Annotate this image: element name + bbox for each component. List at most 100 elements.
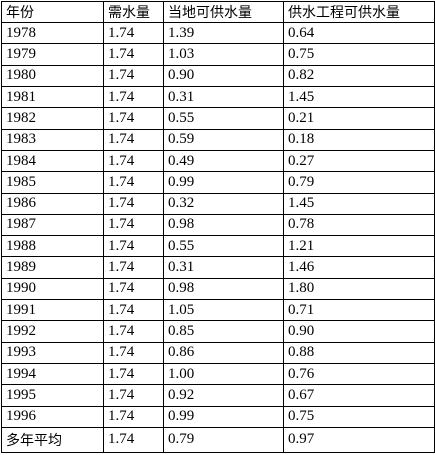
table-cell: 0.31 xyxy=(163,256,284,279)
table-row: 1987 1.74 0.98 0.78 xyxy=(1,213,435,237)
table-head: 年份 需水量 当地可供水量 供水工程可供水量 xyxy=(1,1,435,23)
table-cell: 1.74 xyxy=(103,341,164,365)
table-cell: 0.75 xyxy=(283,405,435,428)
header-cell: 当地可供水量 xyxy=(163,1,284,23)
table-cell: 0.98 xyxy=(163,213,284,237)
table-cell: 1.74 xyxy=(103,405,164,428)
table-cell: 1.05 xyxy=(163,299,284,322)
table-cell: 1.45 xyxy=(283,192,435,215)
table-cell: 1983 xyxy=(1,128,104,151)
table-cell: 多年平均 xyxy=(1,426,104,454)
table-cell: 1.03 xyxy=(163,43,284,66)
table-cell: 0.75 xyxy=(283,43,435,66)
table-cell: 1978 xyxy=(1,21,104,45)
table-row: 1990 1.74 0.98 1.80 xyxy=(1,277,435,301)
table-cell: 0.79 xyxy=(283,171,435,194)
table-cell: 0.78 xyxy=(283,213,435,237)
table-cell: 0.31 xyxy=(163,85,284,109)
table-cell: 1980 xyxy=(1,64,104,87)
table-cell: 0.67 xyxy=(283,384,435,407)
table-cell: 1989 xyxy=(1,256,104,279)
table-cell: 0.55 xyxy=(163,235,284,258)
table-cell: 0.98 xyxy=(163,277,284,301)
table-cell: 0.88 xyxy=(283,341,435,365)
table-cell: 0.82 xyxy=(283,64,435,87)
table-cell: 0.21 xyxy=(283,107,435,130)
table-row: 1994 1.74 1.00 0.76 xyxy=(1,362,435,386)
table-cell: 0.99 xyxy=(163,405,284,428)
table-cell: 1994 xyxy=(1,362,104,386)
table-cell: 0.18 xyxy=(283,128,435,151)
table-cell: 1.74 xyxy=(103,320,164,343)
table-cell: 0.90 xyxy=(283,320,435,343)
table-cell: 1986 xyxy=(1,192,104,215)
table-cell: 1982 xyxy=(1,107,104,130)
table-row: 1996 1.74 0.99 0.75 xyxy=(1,405,435,428)
table-row: 1982 1.74 0.55 0.21 xyxy=(1,107,435,130)
table-cell: 1987 xyxy=(1,213,104,237)
table-cell: 1.45 xyxy=(283,85,435,109)
table-cell: 1995 xyxy=(1,384,104,407)
table-cell: 1.74 xyxy=(103,235,164,258)
table-cell: 0.86 xyxy=(163,341,284,365)
table-cell: 0.64 xyxy=(283,21,435,45)
table-row: 1979 1.74 1.03 0.75 xyxy=(1,43,435,66)
table-row: 1983 1.74 0.59 0.18 xyxy=(1,128,435,151)
table-cell: 0.55 xyxy=(163,107,284,130)
table-cell: 0.32 xyxy=(163,192,284,215)
table-cell: 1.74 xyxy=(103,299,164,322)
table-cell: 1.74 xyxy=(103,64,164,87)
table-cell: 1984 xyxy=(1,149,104,173)
table-cell: 1979 xyxy=(1,43,104,66)
table-cell: 0.49 xyxy=(163,149,284,173)
table-cell: 1.74 xyxy=(103,128,164,151)
table-row: 1992 1.74 0.85 0.90 xyxy=(1,320,435,343)
table-cell: 1992 xyxy=(1,320,104,343)
header-row: 年份 需水量 当地可供水量 供水工程可供水量 xyxy=(1,1,435,23)
table-cell: 1996 xyxy=(1,405,104,428)
table-cell: 1.74 xyxy=(103,192,164,215)
table-cell: 1.74 xyxy=(103,213,164,237)
table-cell: 1.74 xyxy=(103,107,164,130)
table-row: 1988 1.74 0.55 1.21 xyxy=(1,235,435,258)
table-row: 1993 1.74 0.86 0.88 xyxy=(1,341,435,365)
table-cell: 1.80 xyxy=(283,277,435,301)
table-cell: 1.74 xyxy=(103,149,164,173)
table-cell: 0.71 xyxy=(283,299,435,322)
table-cell: 1.46 xyxy=(283,256,435,279)
header-cell: 需水量 xyxy=(103,1,164,23)
table-cell: 1.74 xyxy=(103,43,164,66)
table-row: 1978 1.74 1.39 0.64 xyxy=(1,21,435,45)
table-row: 1991 1.74 1.05 0.71 xyxy=(1,299,435,322)
table-row: 1981 1.74 0.31 1.45 xyxy=(1,85,435,109)
table-cell: 1.74 xyxy=(103,256,164,279)
table-body: 1978 1.74 1.39 0.64 1979 1.74 1.03 0.75 1980 1.74… xyxy=(1,21,435,454)
table-cell: 1.74 xyxy=(103,171,164,194)
table-row: 1995 1.74 0.92 0.67 xyxy=(1,384,435,407)
table-cell: 0.92 xyxy=(163,384,284,407)
table-cell: 0.85 xyxy=(163,320,284,343)
header-cell: 年份 xyxy=(1,1,104,23)
table-cell: 1985 xyxy=(1,171,104,194)
table-cell: 1981 xyxy=(1,85,104,109)
table-row: 1989 1.74 0.31 1.46 xyxy=(1,256,435,279)
table-cell: 1.74 xyxy=(103,21,164,45)
table-row: 1980 1.74 0.90 0.82 xyxy=(1,64,435,87)
table-cell: 1.74 xyxy=(103,384,164,407)
table-cell: 1988 xyxy=(1,235,104,258)
table-cell: 0.27 xyxy=(283,149,435,173)
table-cell: 1990 xyxy=(1,277,104,301)
table-cell: 1.00 xyxy=(163,362,284,386)
table-cell: 1.74 xyxy=(103,85,164,109)
table-cell: 0.79 xyxy=(163,426,284,454)
table-cell: 0.99 xyxy=(163,171,284,194)
table-cell: 0.97 xyxy=(283,426,435,454)
table-cell: 0.59 xyxy=(163,128,284,151)
table-cell: 1.74 xyxy=(103,362,164,386)
table-cell: 0.90 xyxy=(163,64,284,87)
table-row: 1985 1.74 0.99 0.79 xyxy=(1,171,435,194)
table-cell: 0.76 xyxy=(283,362,435,386)
table-cell: 1.74 xyxy=(103,426,164,454)
table-row: 多年平均 1.74 0.79 0.97 xyxy=(1,426,435,454)
